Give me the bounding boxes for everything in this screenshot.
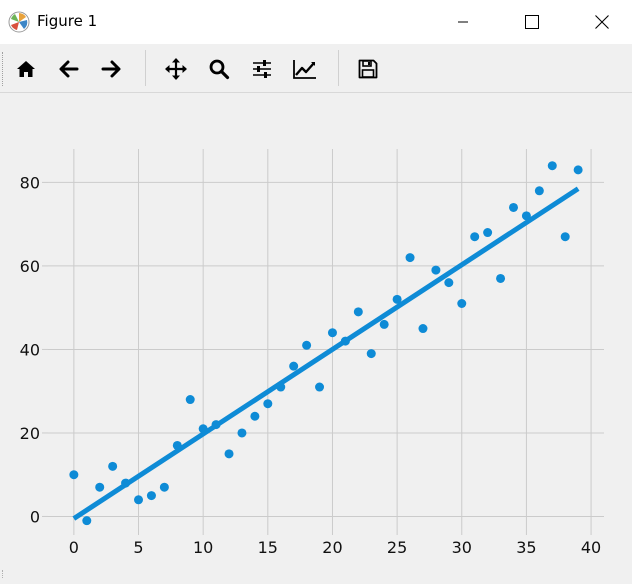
move-icon [165,58,187,80]
window-title: Figure 1 [37,12,98,30]
toolbar-separator [145,50,146,86]
navigation-toolbar [0,44,632,93]
scatter-point [82,516,92,526]
y-tick-label: 20 [20,424,40,443]
scatter-point [534,186,544,196]
scatter-point [211,420,221,430]
edit-axis-button[interactable] [289,53,321,85]
configure-subplots-button[interactable] [246,53,278,85]
scatter-point [172,440,182,450]
figure-canvas[interactable]: 0 20 40 60 80 0 5 10 15 20 25 30 35 40 [0,93,632,580]
y-tick-label: 40 [20,340,40,359]
scatter-point [366,349,376,359]
y-tick-label: 0 [30,507,40,526]
magnifier-icon [209,59,230,80]
scatter-chart[interactable]: 0 20 40 60 80 0 5 10 15 20 25 30 35 40 [0,93,632,580]
scatter-point [263,399,273,409]
scatter-point [159,482,169,492]
x-tick-label: 35 [516,538,536,557]
x-tick-label: 25 [387,538,407,557]
maximize-icon [525,15,539,29]
x-tick-label: 15 [258,538,278,557]
scatter-point [392,294,402,304]
scatter-point [276,382,286,392]
scatter-point [496,273,506,283]
y-tick-label: 60 [20,257,40,276]
x-tick-label: 5 [133,538,143,557]
close-button[interactable] [579,0,625,44]
scatter-point [134,495,144,505]
x-tick-label: 40 [581,538,601,557]
x-tick-label: 20 [322,538,342,557]
resize-grip[interactable] [2,570,7,578]
scatter-point [379,319,389,329]
scatter-point [185,395,195,405]
scatter-point [508,202,518,212]
scatter-point [353,307,363,317]
y-axis-ticks: 0 20 40 60 80 [20,173,48,526]
y-tick-label: 80 [20,173,40,192]
minimize-icon [458,21,468,23]
scatter-point [547,161,557,171]
scatter-point [237,428,247,438]
save-button[interactable] [352,53,384,85]
scatter-point [340,336,350,346]
chart-line-icon [293,60,316,79]
scatter-point [405,253,415,263]
x-axis-ticks: 0 5 10 15 20 25 30 35 40 [69,529,601,557]
grid [48,149,604,529]
scatter-point [224,449,234,459]
scatter-point [573,165,583,175]
scatter-point [289,361,299,371]
home-button[interactable] [10,53,42,85]
x-tick-label: 0 [69,538,79,557]
matplotlib-logo-icon [8,11,30,33]
scatter-point [431,265,441,275]
scatter-point [560,232,570,242]
floppy-disk-icon [358,59,378,79]
scatter-point [250,411,260,421]
scatter-point [457,299,467,309]
scatter-point [95,482,105,492]
back-button[interactable] [53,53,85,85]
sliders-icon [253,60,271,78]
toolbar-grip[interactable] [2,52,6,86]
scatter-point [108,461,118,471]
scatter-point [146,491,156,501]
scatter-point [69,470,79,480]
minimize-button[interactable] [440,0,486,44]
scatter-point [121,478,131,488]
toolbar-separator [338,50,339,86]
scatter-point [315,382,325,392]
title-bar: Figure 1 [0,0,632,44]
scatter-point [470,232,480,242]
scatter-points [69,161,583,526]
scatter-point [444,278,454,288]
zoom-button[interactable] [203,53,235,85]
x-tick-label: 10 [193,538,213,557]
forward-button[interactable] [95,53,127,85]
home-icon [17,61,35,77]
regression-line-layer [72,186,580,521]
arrow-left-icon [59,60,79,78]
scatter-point [418,324,428,334]
close-icon [595,15,609,29]
scatter-point [198,424,208,434]
scatter-point [327,328,337,338]
scatter-point [302,340,312,350]
scatter-point [521,211,531,221]
regression-line [72,186,580,521]
pan-button[interactable] [160,53,192,85]
x-tick-label: 30 [452,538,472,557]
arrow-right-icon [101,60,121,78]
maximize-button[interactable] [509,0,555,44]
scatter-point [483,228,493,238]
